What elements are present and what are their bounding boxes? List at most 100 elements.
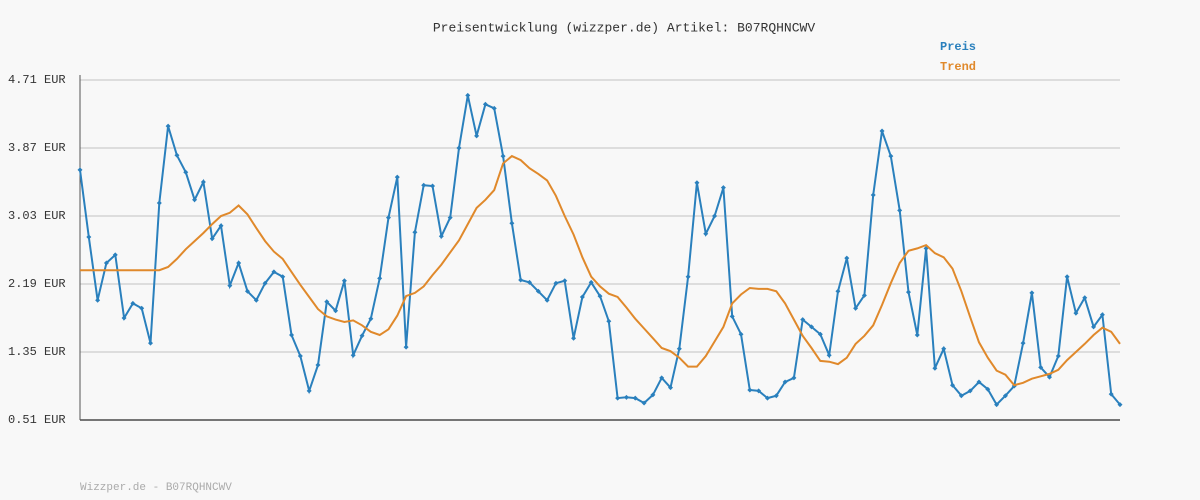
point-marker — [782, 379, 788, 385]
point-marker — [562, 278, 568, 284]
point-marker — [253, 297, 259, 303]
point-marker — [359, 333, 365, 339]
point-marker — [544, 297, 550, 303]
point-marker — [870, 192, 876, 198]
point-marker — [941, 346, 947, 352]
point-marker — [385, 215, 391, 221]
y-tick-label: 3.87 EUR — [8, 141, 66, 155]
point-marker — [121, 315, 127, 321]
point-marker — [218, 223, 224, 229]
point-marker — [77, 167, 83, 173]
point-marker — [914, 332, 920, 338]
series-line — [79, 95, 1121, 407]
point-marker — [192, 197, 198, 203]
point-marker — [747, 387, 753, 393]
point-marker — [1073, 310, 1079, 316]
point-marker — [1091, 324, 1097, 330]
legend-entry: Trend — [940, 60, 976, 74]
point-marker — [148, 340, 154, 346]
point-marker — [333, 308, 339, 314]
point-marker — [773, 393, 779, 399]
point-marker — [289, 332, 295, 338]
point-marker — [465, 92, 471, 98]
y-tick-label: 1.35 EUR — [8, 345, 66, 359]
point-marker — [809, 324, 815, 330]
point-marker — [412, 229, 418, 235]
point-marker — [447, 215, 453, 221]
point-marker — [518, 277, 524, 283]
point-marker — [280, 274, 286, 280]
point-marker — [200, 179, 206, 185]
point-marker — [958, 393, 964, 399]
point-marker — [835, 288, 841, 294]
point-marker — [791, 375, 797, 381]
point-marker — [659, 375, 665, 381]
point-marker — [526, 279, 532, 285]
point-marker — [694, 180, 700, 186]
point-marker — [244, 288, 250, 294]
point-marker — [1082, 295, 1088, 301]
point-marker — [112, 252, 118, 258]
point-marker — [888, 153, 894, 159]
point-marker — [571, 335, 577, 341]
point-marker — [297, 353, 303, 359]
point-marker — [341, 278, 347, 284]
point-marker — [394, 174, 400, 180]
point-marker — [421, 182, 427, 188]
footer: Wizzper.de - B07RQHNCWV — [80, 482, 232, 494]
point-marker — [430, 183, 436, 189]
legend-entry: Preis — [940, 40, 976, 54]
point-marker — [703, 231, 709, 237]
point-marker — [315, 362, 321, 368]
point-marker — [165, 123, 171, 129]
point-marker — [676, 346, 682, 352]
point-marker — [1064, 274, 1070, 280]
point-marker — [130, 300, 136, 306]
point-marker — [183, 169, 189, 175]
point-marker — [712, 213, 718, 219]
point-marker — [1099, 312, 1105, 318]
point-marker — [641, 400, 647, 406]
point-marker — [844, 255, 850, 261]
point-marker — [403, 344, 409, 350]
point-marker — [905, 289, 911, 295]
point-marker — [95, 297, 101, 303]
point-marker — [606, 318, 612, 324]
point-marker — [764, 395, 770, 401]
y-tick-label: 3.03 EUR — [8, 209, 66, 223]
chart-title: Preisentwicklung (wizzper.de) Artikel: B… — [433, 20, 815, 35]
point-marker — [632, 395, 638, 401]
point-marker — [738, 331, 744, 337]
point-marker — [377, 275, 383, 281]
point-marker — [174, 152, 180, 158]
point-marker — [1117, 402, 1123, 408]
point-marker — [209, 236, 215, 242]
point-marker — [456, 145, 462, 151]
point-marker — [668, 385, 674, 391]
point-marker — [474, 133, 480, 139]
series-line — [80, 154, 1121, 387]
point-marker — [650, 392, 656, 398]
point-marker — [553, 280, 559, 286]
point-marker — [535, 288, 541, 294]
point-marker — [800, 317, 806, 323]
point-marker — [861, 292, 867, 298]
point-marker — [1046, 374, 1052, 380]
point-marker — [509, 220, 515, 226]
point-marker — [1038, 364, 1044, 370]
point-marker — [491, 105, 497, 111]
point-marker — [932, 365, 938, 371]
point-marker — [976, 379, 982, 385]
point-marker — [86, 234, 92, 240]
point-marker — [306, 388, 312, 394]
y-tick-label: 2.19 EUR — [8, 277, 66, 291]
point-marker — [720, 185, 726, 191]
y-tick-label: 4.71 EUR — [8, 73, 66, 87]
point-marker — [817, 331, 823, 337]
point-marker — [227, 283, 233, 289]
point-marker — [139, 305, 145, 311]
point-marker — [324, 299, 330, 305]
point-marker — [103, 260, 109, 266]
point-marker — [1020, 340, 1026, 346]
